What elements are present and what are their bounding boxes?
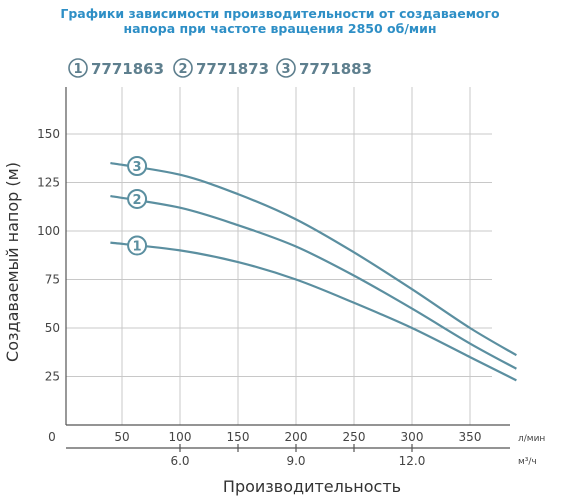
series-badge-circle [127, 235, 148, 256]
legend-label: 7771873 [196, 60, 269, 78]
legend-badge-circle [276, 58, 296, 78]
y-tick-label: 100 [37, 224, 60, 238]
x2-tick-label: 9.0 [286, 454, 305, 468]
legend: 1 7771863 2 7771873 3 7771883 [68, 58, 372, 78]
legend-label: 7771883 [299, 60, 372, 78]
y-axis-label: Создаваемый напор (м) [3, 162, 22, 362]
chart-title-line-1: Графики зависимости производительности о… [60, 6, 500, 21]
legend-item-3: 3 7771883 [276, 58, 372, 78]
x-tick-label: 250 [343, 430, 366, 444]
legend-badge-circle [173, 58, 193, 78]
series-badge-label: 1 [133, 240, 142, 255]
series-1: 1 [110, 235, 517, 382]
y-tick-label: 150 [37, 127, 60, 141]
y-tick-label: 75 [45, 273, 60, 287]
legend-label: 7771863 [91, 60, 164, 78]
x2-axis-unit: м³/ч [518, 457, 537, 467]
grid [66, 87, 492, 425]
series-badge-circle [127, 156, 148, 177]
x-tick-label: 50 [114, 430, 129, 444]
series-line-2 [110, 194, 517, 370]
legend-item-1: 1 7771863 [68, 58, 164, 78]
x-tick-label: 0 [48, 430, 56, 444]
tick-labels: 25 50 75 100 125 150 0 50 100 150 200 250 300 350 6.0 9… [37, 127, 481, 468]
x2-tick-label: 12.0 [399, 454, 426, 468]
legend-badge-circle [68, 58, 88, 78]
x-tick-label: 300 [401, 430, 424, 444]
x-axis-label: Производительность [223, 477, 401, 496]
x-tick-label: 200 [285, 430, 308, 444]
x-tick-label: 100 [169, 430, 192, 444]
legend-badge-number: 3 [281, 62, 290, 77]
y-tick-label: 25 [45, 370, 60, 384]
x-axis-unit: л/мин [518, 434, 545, 444]
series-line-3 [110, 162, 517, 357]
legend-item-2: 2 7771873 [173, 58, 269, 78]
axes [65, 87, 510, 452]
series-badge-label: 2 [133, 193, 142, 208]
series-line-1 [110, 241, 517, 382]
series-2: 2 [110, 188, 517, 370]
series-3: 3 [110, 156, 517, 357]
y-tick-label: 50 [45, 321, 60, 335]
x-tick-label: 350 [459, 430, 482, 444]
x2-tick-label: 6.0 [170, 454, 189, 468]
legend-badge-number: 2 [178, 62, 187, 77]
series-badge-label: 3 [133, 160, 142, 175]
legend-badge-number: 1 [73, 62, 82, 77]
y-tick-label: 125 [37, 176, 60, 190]
series-group: 1 2 3 [110, 156, 517, 382]
x-tick-label: 150 [227, 430, 250, 444]
chart-title-line-2: напора при частоте вращения 2850 об/мин [123, 21, 436, 36]
series-badge-circle [127, 188, 148, 209]
